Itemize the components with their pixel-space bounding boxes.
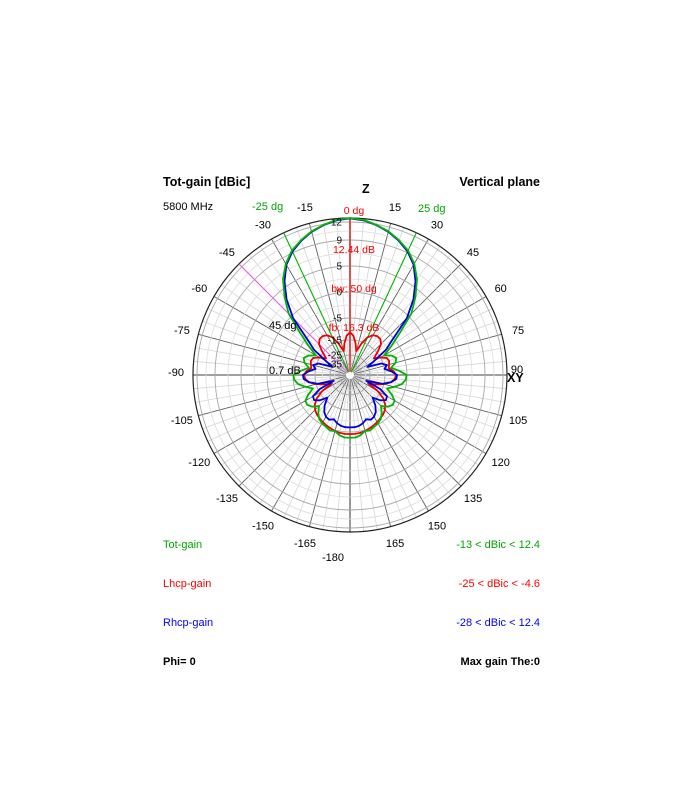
angle-label--15: -15 xyxy=(297,202,313,214)
range-lhcp-gain: -25 < dBic < -4.6 xyxy=(458,578,540,590)
angle-label--90: -90 xyxy=(168,367,184,379)
axis-labels: 12 9 5 0 -5 -15 -25-35 -15 15 -30 30 -45 45 -60 60 -75 7… xyxy=(168,202,527,564)
phi-label: Phi= 0 xyxy=(163,656,196,668)
legend-item-rhcp-gain: Rhcp-gain xyxy=(163,617,214,629)
radial-tick--15: -15 xyxy=(328,336,343,347)
frequency-label: 5800 MHz xyxy=(163,201,214,213)
main-lobe-angle: 0 dg xyxy=(343,205,365,217)
angle-label-135: 135 xyxy=(464,493,482,505)
radial-tick--25: -25 xyxy=(328,351,343,362)
angle-label-150: 150 xyxy=(428,521,446,533)
marker-45deg-label: 45 dg 0.7 dB xyxy=(269,289,301,394)
marker-line--25deg xyxy=(283,232,350,373)
angle-label-15: 15 xyxy=(389,202,401,214)
radial-tick-9: 9 xyxy=(336,236,342,247)
beamwidth-label: bw: 50 dg xyxy=(331,283,377,295)
plane-label: Vertical plane xyxy=(459,175,540,189)
curve-lhcp-gain xyxy=(303,331,397,435)
radial-tick-12: 12 xyxy=(331,218,343,229)
curve-tot-gain xyxy=(282,217,418,439)
radial-tick-0: 0 xyxy=(336,288,342,299)
angle-label--180: -180 xyxy=(322,552,344,564)
angle-label-30: 30 xyxy=(431,219,443,231)
radial-tick--35: -35 xyxy=(328,360,343,371)
angle-label--135: -135 xyxy=(216,493,238,505)
legend-item-tot-gain: Tot-gain xyxy=(163,539,203,551)
angle-label--45: -45 xyxy=(219,247,235,259)
legend-ranges: -13 < dBic < 12.4 -25 < dBic < -4.6 -28 … xyxy=(456,513,540,682)
angle-label-90: 90 xyxy=(511,364,523,376)
max-gain-label: Max gain The:0 xyxy=(460,656,540,668)
radial-tick--5: -5 xyxy=(333,314,342,325)
right-beamwidth-marker-label: 25 dg xyxy=(418,203,446,215)
angle-label--75: -75 xyxy=(174,325,190,337)
gain-curves xyxy=(282,217,418,439)
z-axis-label: Z xyxy=(362,182,370,196)
angle-label-75: 75 xyxy=(512,325,524,337)
angle-label--150: -150 xyxy=(252,521,274,533)
angle-label-45: 45 xyxy=(467,247,479,259)
legend-item-lhcp-gain: Lhcp-gain xyxy=(163,578,212,590)
angle-label--30: -30 xyxy=(255,219,271,231)
angle-label--165: -165 xyxy=(294,538,316,550)
range-rhcp-gain: -28 < dBic < 12.4 xyxy=(456,617,540,629)
main-lobe-gain: 12.44 dB xyxy=(332,244,376,256)
angle-label--60: -60 xyxy=(191,283,207,295)
front-to-back-label: fb: 16.3 dB xyxy=(328,322,380,334)
angle-label-60: 60 xyxy=(495,283,507,295)
marker-line-25deg xyxy=(350,232,417,373)
angle-label--105: -105 xyxy=(171,415,193,427)
main-lobe-annotation: 0 dg 12.44 dB bw: 50 dg fb: 16.3 dB xyxy=(323,179,385,348)
marker-45deg-gain: 0.7 dB xyxy=(269,365,301,377)
chart-title: Tot-gain [dBic] xyxy=(163,175,251,189)
angle-label--120: -120 xyxy=(188,457,210,469)
radial-tick-5: 5 xyxy=(336,262,342,273)
angle-label-165: 165 xyxy=(386,538,404,550)
marker-45deg-angle: 45 dg xyxy=(269,320,297,332)
angle-label-105: 105 xyxy=(509,415,527,427)
left-beamwidth-marker-label: -25 dg xyxy=(252,201,284,213)
range-tot-gain: -13 < dBic < 12.4 xyxy=(456,539,540,551)
xy-axis-label: XY xyxy=(507,371,524,385)
legend-series: Tot-gain Lhcp-gain Rhcp-gain Phi= 0 xyxy=(163,513,213,682)
angle-label-120: 120 xyxy=(492,457,510,469)
